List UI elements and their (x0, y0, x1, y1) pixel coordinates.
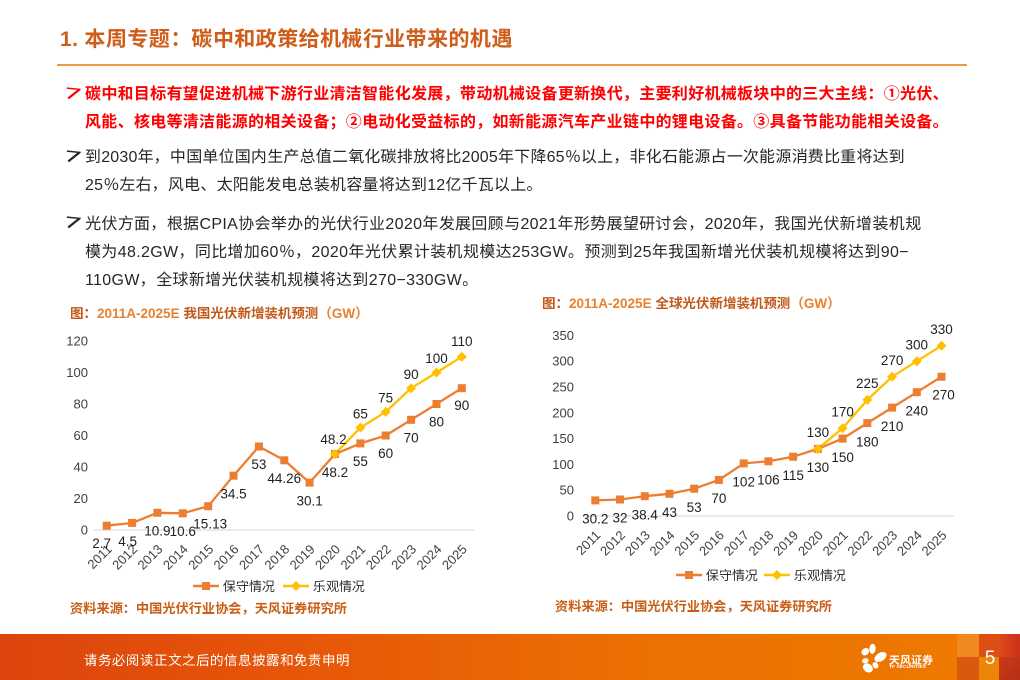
svg-text:250: 250 (552, 380, 574, 395)
svg-text:2023: 2023 (869, 528, 900, 559)
svg-text:2018: 2018 (261, 542, 292, 573)
svg-text:80: 80 (74, 397, 88, 412)
svg-text:70: 70 (404, 430, 419, 445)
svg-text:43: 43 (662, 505, 677, 520)
svg-text:2025: 2025 (439, 542, 470, 573)
svg-text:65: 65 (353, 406, 368, 421)
svg-text:50: 50 (560, 483, 574, 498)
svg-text:2024: 2024 (414, 542, 445, 573)
svg-text:38.4: 38.4 (632, 507, 659, 522)
svg-text:80: 80 (429, 415, 444, 430)
svg-text:225: 225 (856, 376, 879, 391)
svg-text:2024: 2024 (894, 528, 925, 559)
svg-text:2023: 2023 (388, 542, 419, 573)
svg-text:180: 180 (856, 434, 879, 449)
svg-text:0: 0 (567, 509, 574, 524)
svg-text:2017: 2017 (236, 542, 267, 573)
svg-text:2012: 2012 (597, 528, 628, 559)
svg-text:2015: 2015 (671, 528, 702, 559)
svg-text:乐观情况: 乐观情况 (313, 576, 365, 595)
svg-text:2017: 2017 (721, 528, 752, 559)
svg-text:115: 115 (782, 468, 804, 483)
svg-text:2021: 2021 (820, 528, 851, 559)
svg-text:2015: 2015 (185, 542, 216, 573)
svg-text:102: 102 (732, 475, 755, 490)
svg-text:90: 90 (404, 367, 419, 382)
svg-text:10.9: 10.9 (144, 524, 170, 539)
svg-text:2022: 2022 (363, 542, 394, 573)
svg-text:2020: 2020 (795, 528, 826, 559)
svg-text:100: 100 (552, 457, 574, 472)
svg-text:4.5: 4.5 (118, 534, 137, 549)
svg-text:2016: 2016 (696, 528, 727, 559)
svg-text:150: 150 (552, 431, 574, 446)
svg-text:53: 53 (251, 457, 266, 472)
svg-text:55: 55 (353, 454, 368, 469)
svg-text:48.2: 48.2 (322, 465, 348, 480)
svg-text:20: 20 (74, 491, 88, 506)
svg-text:2018: 2018 (745, 528, 776, 559)
svg-text:32: 32 (612, 511, 627, 526)
svg-text:120: 120 (66, 334, 88, 349)
svg-text:保守情况: 保守情况 (706, 565, 758, 584)
svg-text:2016: 2016 (211, 542, 242, 573)
svg-text:170: 170 (831, 405, 854, 420)
svg-text:乐观情况: 乐观情况 (794, 565, 846, 584)
svg-text:70: 70 (711, 491, 726, 506)
svg-text:130: 130 (807, 460, 830, 475)
svg-text:保守情况: 保守情况 (223, 576, 275, 595)
svg-text:330: 330 (930, 322, 953, 337)
svg-text:350: 350 (552, 328, 574, 343)
svg-text:2014: 2014 (647, 528, 678, 559)
svg-text:2022: 2022 (844, 528, 875, 559)
svg-text:2025: 2025 (919, 528, 950, 559)
svg-text:60: 60 (74, 428, 88, 443)
svg-text:2019: 2019 (287, 542, 318, 573)
svg-text:2020: 2020 (312, 542, 343, 573)
svg-text:75: 75 (378, 391, 393, 406)
svg-text:30.1: 30.1 (296, 493, 322, 508)
svg-text:270: 270 (881, 353, 904, 368)
svg-text:90: 90 (454, 398, 469, 413)
svg-text:210: 210 (881, 419, 904, 434)
svg-text:2013: 2013 (622, 528, 653, 559)
svg-text:60: 60 (378, 446, 393, 461)
svg-text:100: 100 (66, 365, 88, 380)
svg-text:10.6: 10.6 (170, 524, 196, 539)
svg-text:30.2: 30.2 (582, 512, 608, 527)
svg-text:106: 106 (757, 473, 780, 488)
svg-text:2013: 2013 (134, 542, 165, 573)
svg-text:40: 40 (74, 460, 88, 475)
svg-text:300: 300 (906, 337, 929, 352)
svg-text:2021: 2021 (337, 542, 368, 573)
svg-text:15.13: 15.13 (193, 516, 227, 531)
svg-text:44.26: 44.26 (267, 471, 301, 486)
svg-text:240: 240 (906, 403, 929, 418)
svg-text:2011: 2011 (573, 528, 603, 558)
svg-text:100: 100 (425, 351, 448, 366)
svg-text:2014: 2014 (160, 542, 191, 573)
svg-text:110: 110 (451, 334, 473, 349)
svg-text:2019: 2019 (770, 528, 801, 559)
svg-text:34.5: 34.5 (220, 486, 246, 501)
svg-text:200: 200 (552, 405, 574, 420)
svg-text:300: 300 (552, 354, 574, 369)
svg-text:53: 53 (687, 500, 702, 515)
svg-text:0: 0 (81, 523, 88, 538)
svg-text:2.7: 2.7 (92, 536, 111, 551)
svg-text:270: 270 (932, 387, 955, 402)
svg-text:150: 150 (831, 450, 854, 465)
svg-text:48.2: 48.2 (320, 432, 346, 447)
svg-text:130: 130 (807, 425, 830, 440)
